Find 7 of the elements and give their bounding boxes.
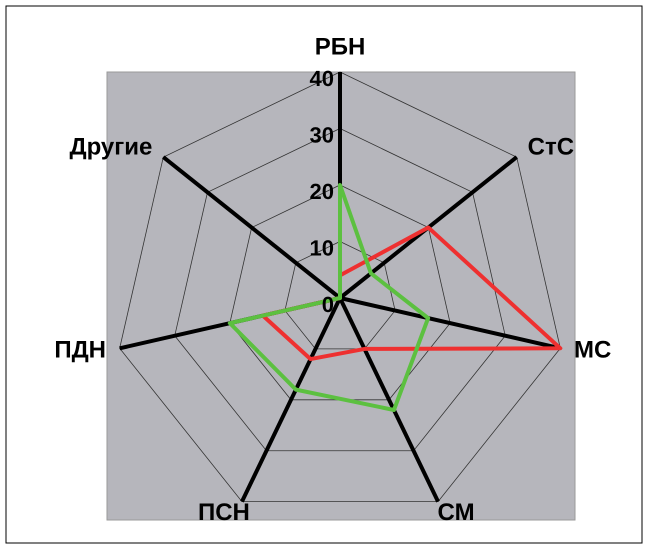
spoke-label: ПСН <box>198 498 250 526</box>
spoke-label: ПДН <box>54 336 106 364</box>
spoke-label: РБН <box>314 33 366 60</box>
spoke-label: СМ <box>438 498 475 526</box>
spoke-label: СтС <box>528 134 574 161</box>
spoke-label: МС <box>574 336 612 364</box>
spoke-label: Другие <box>69 134 152 161</box>
